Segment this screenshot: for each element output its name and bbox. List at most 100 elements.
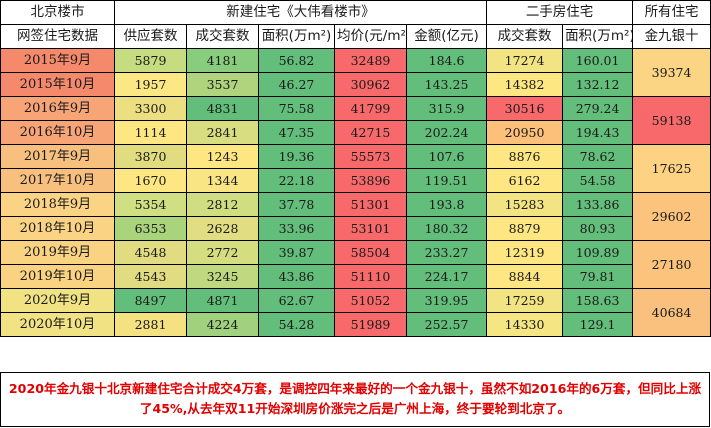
- table-row: 2018年9月 5354 2812 37.78 51301 193.8 15283 133.8…: [0, 192, 711, 241]
- sh-area-cell: 54.58: [562, 168, 634, 193]
- supply-cell: 4548: [114, 240, 187, 265]
- area-cell: 75.58: [258, 96, 335, 121]
- amount-cell: 107.6: [405, 144, 488, 169]
- table-row: 2019年9月 4548 2772 39.87 58504 233.27 12319 109.…: [0, 240, 711, 289]
- sold-cell: 2812: [186, 192, 259, 217]
- sh-area-cell: 79.81: [562, 264, 634, 289]
- col-header-amount: 金额(亿元): [405, 24, 488, 49]
- price-cell: 41799: [334, 96, 407, 121]
- price-cell: 51052: [334, 288, 407, 313]
- sh-area-cell: 279.24: [562, 96, 634, 121]
- price-cell: 51989: [334, 312, 407, 337]
- summary-note: 2020年金九银十北京新建住宅合计成交4万套，是调控四年来最好的一个金九银十，虽…: [0, 372, 710, 427]
- table-row: 2019年10月 4543 3245 43.86 51110 224.17 8844 79.8…: [0, 264, 711, 289]
- sh-area-cell: 160.01: [562, 48, 634, 73]
- golden-total-cell: 17625: [632, 144, 711, 193]
- table-body: 北京楼市 新建住宅《大伟看楼市》 二手房住宅 所有住宅 网签住宅数据 供应套数 …: [0, 0, 711, 337]
- sh-sold-cell: 14382: [486, 72, 564, 97]
- month-label-cell: 2019年10月: [0, 264, 115, 289]
- table-row: 2015年10月 1957 3537 46.27 30962 143.25 14382 132…: [0, 72, 711, 97]
- price-cell: 32489: [334, 48, 407, 73]
- city-header: 北京楼市: [0, 0, 115, 25]
- price-cell: 51301: [334, 192, 407, 217]
- amount-cell: 233.27: [405, 240, 488, 265]
- supply-cell: 5354: [114, 192, 187, 217]
- sh-sold-cell: 12319: [486, 240, 564, 265]
- golden-total-cell: 39374: [632, 48, 711, 97]
- supply-cell: 8497: [114, 288, 187, 313]
- amount-cell: 119.51: [405, 168, 488, 193]
- area-cell: 33.96: [258, 216, 335, 241]
- second-hand-header: 二手房住宅: [486, 0, 634, 25]
- amount-cell: 202.24: [405, 120, 488, 145]
- price-cell: 30962: [334, 72, 407, 97]
- header-row-1: 北京楼市 新建住宅《大伟看楼市》 二手房住宅 所有住宅: [0, 0, 711, 25]
- month-label-cell: 2016年10月: [0, 120, 115, 145]
- amount-cell: 315.9: [405, 96, 488, 121]
- sold-cell: 1243: [186, 144, 259, 169]
- sold-cell: 4871: [186, 288, 259, 313]
- amount-cell: 184.6: [405, 48, 488, 73]
- month-label-cell: 2020年10月: [0, 312, 115, 337]
- golden-total-cell: 29602: [632, 192, 711, 241]
- golden-total-cell: 40684: [632, 288, 711, 337]
- sh-sold-cell: 17274: [486, 48, 564, 73]
- supply-cell: 3300: [114, 96, 187, 121]
- sh-sold-cell: 20950: [486, 120, 564, 145]
- table-row: 2016年10月 1114 2841 47.35 42715 202.24 20950 194…: [0, 120, 711, 145]
- supply-cell: 1114: [114, 120, 187, 145]
- month-label-cell: 2018年10月: [0, 216, 115, 241]
- sh-sold-cell: 8876: [486, 144, 564, 169]
- area-cell: 47.35: [258, 120, 335, 145]
- sh-sold-cell: 14330: [486, 312, 564, 337]
- area-cell: 54.28: [258, 312, 335, 337]
- amount-cell: 224.17: [405, 264, 488, 289]
- month-label-cell: 2015年10月: [0, 72, 115, 97]
- area-cell: 46.27: [258, 72, 335, 97]
- sold-cell: 1344: [186, 168, 259, 193]
- price-cell: 53896: [334, 168, 407, 193]
- table-row: 2020年10月 2881 4224 54.28 51989 252.57 14330 129…: [0, 312, 711, 337]
- sh-area-cell: 129.1: [562, 312, 634, 337]
- sh-area-cell: 132.12: [562, 72, 634, 97]
- sold-cell: 4831: [186, 96, 259, 121]
- sold-cell: 4224: [186, 312, 259, 337]
- month-label-cell: 2020年9月: [0, 288, 115, 313]
- sh-sold-cell: 8844: [486, 264, 564, 289]
- area-cell: 37.78: [258, 192, 335, 217]
- month-label-cell: 2016年9月: [0, 96, 115, 121]
- amount-cell: 319.95: [405, 288, 488, 313]
- price-cell: 55573: [334, 144, 407, 169]
- col-header-area: 面积(万m²): [258, 24, 335, 49]
- area-cell: 22.18: [258, 168, 335, 193]
- month-label-cell: 2018年9月: [0, 192, 115, 217]
- area-cell: 43.86: [258, 264, 335, 289]
- new-housing-header: 新建住宅《大伟看楼市》: [113, 0, 488, 25]
- supply-cell: 5879: [114, 48, 187, 73]
- golden-total-cell: 59138: [632, 96, 711, 145]
- sh-sold-cell: 6162: [486, 168, 564, 193]
- sh-area-cell: 158.63: [562, 288, 634, 313]
- price-cell: 42715: [334, 120, 407, 145]
- month-label-cell: 2015年9月: [0, 48, 115, 73]
- col-header-price: 均价(元/m²): [334, 24, 407, 49]
- area-cell: 62.67: [258, 288, 335, 313]
- table-row: 2017年10月 1670 1344 22.18 53896 119.51 6162 54.5…: [0, 168, 711, 193]
- price-cell: 58504: [334, 240, 407, 265]
- month-label-cell: 2019年9月: [0, 240, 115, 265]
- area-cell: 56.82: [258, 48, 335, 73]
- amount-cell: 180.32: [405, 216, 488, 241]
- table-row: 2018年10月 6353 2628 33.96 53101 180.32 8879 80.9…: [0, 216, 711, 241]
- golden-total-cell: 27180: [632, 240, 711, 289]
- supply-cell: 2881: [114, 312, 187, 337]
- price-cell: 51110: [334, 264, 407, 289]
- supply-cell: 1670: [114, 168, 187, 193]
- sold-cell: 2772: [186, 240, 259, 265]
- supply-cell: 6353: [114, 216, 187, 241]
- month-label-cell: 2017年10月: [0, 168, 115, 193]
- month-label-cell: 2017年9月: [0, 144, 115, 169]
- sh-area-cell: 109.89: [562, 240, 634, 265]
- supply-cell: 3870: [114, 144, 187, 169]
- amount-cell: 193.8: [405, 192, 488, 217]
